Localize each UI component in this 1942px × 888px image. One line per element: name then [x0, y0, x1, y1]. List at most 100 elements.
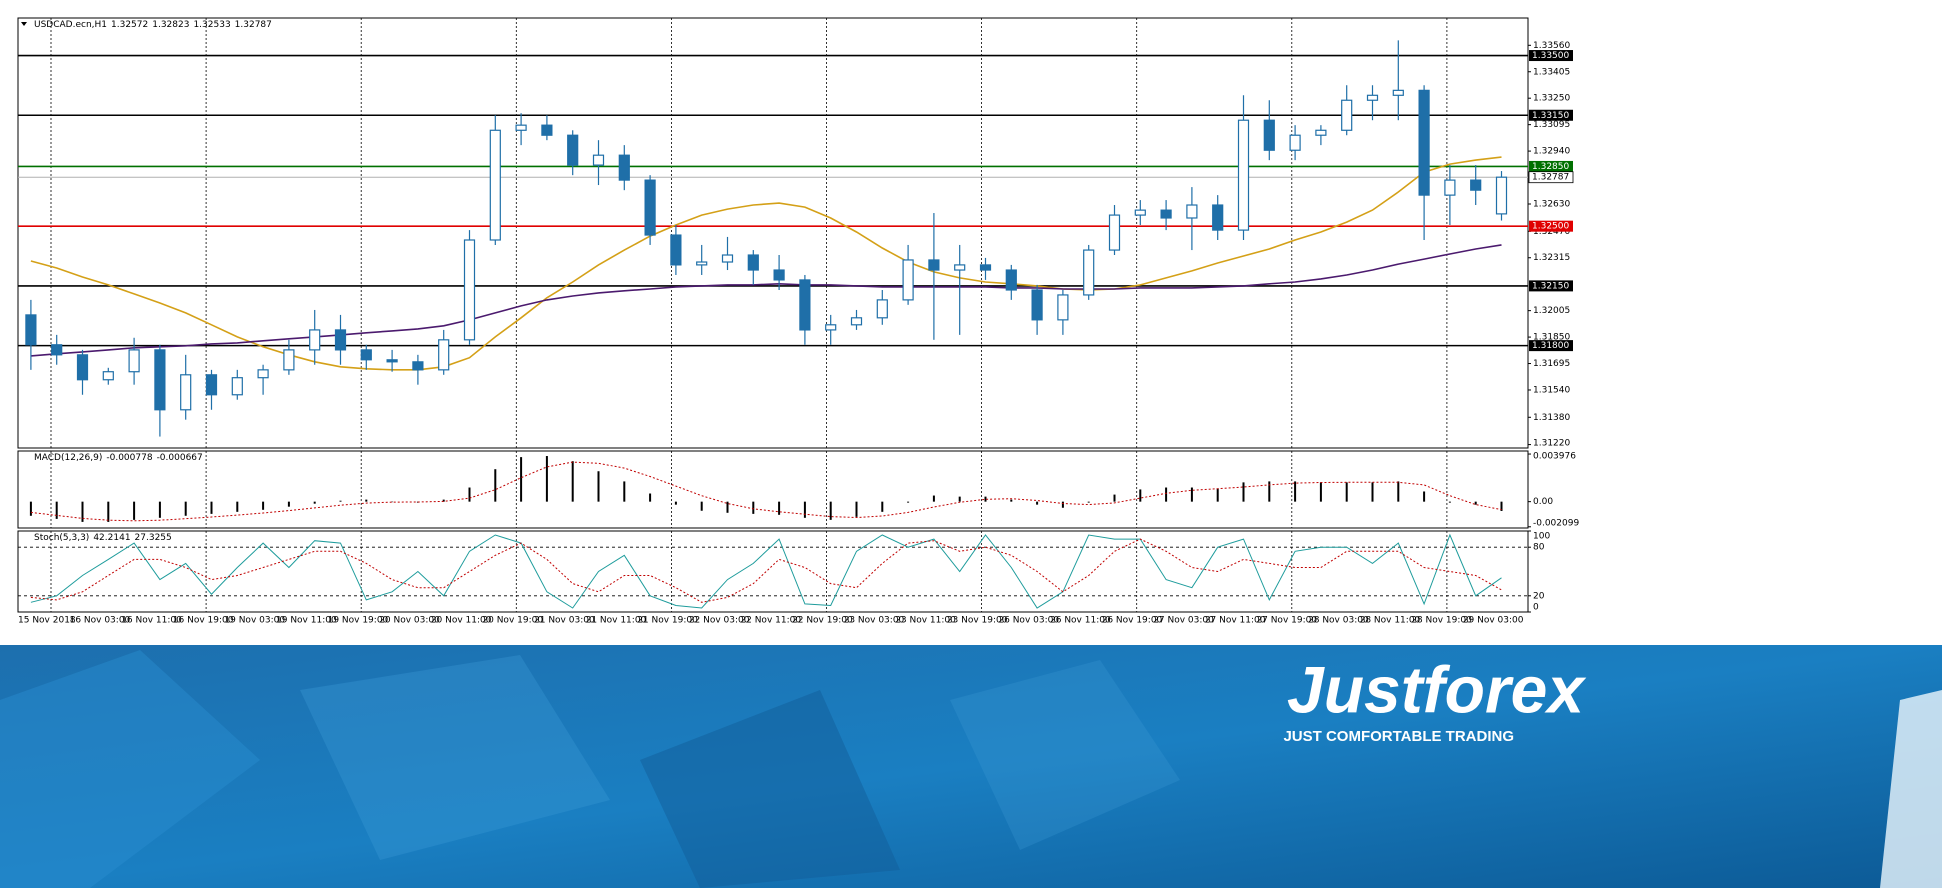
- x-tick-label: 23 Nov 19:00: [947, 616, 1008, 626]
- macd-bar: [1165, 487, 1168, 502]
- header-triangle: [21, 22, 27, 26]
- macd-bar: [287, 501, 290, 507]
- macd-bar: [1139, 489, 1142, 502]
- x-tick-label: 28 Nov 03:00: [1308, 616, 1369, 626]
- macd-bar: [1036, 501, 1039, 505]
- x-tick-label: 16 Nov 03:00: [70, 616, 131, 626]
- level-label: 1.32150: [1532, 281, 1569, 291]
- candle-body: [360, 349, 372, 361]
- macd-bar: [107, 501, 110, 522]
- macd-bar: [752, 501, 755, 514]
- candle-body: [1083, 249, 1095, 296]
- banner-shape: [300, 655, 610, 860]
- candle-body: [876, 299, 888, 319]
- x-tick-label: 19 Nov 11:00: [276, 616, 337, 626]
- candle-body: [257, 369, 269, 379]
- header-value: MACD(12,26,9): [34, 453, 102, 463]
- level-label: 1.33500: [1532, 51, 1569, 61]
- level-label-box: [1529, 280, 1573, 292]
- level-label-box: [1529, 109, 1573, 121]
- banner-background: [0, 645, 1942, 888]
- x-tick-label: 20 Nov 11:00: [431, 616, 492, 626]
- candle-body: [1315, 129, 1327, 136]
- macd-bar: [313, 501, 316, 504]
- y-tick-label: 1.31220: [1533, 439, 1570, 449]
- candle-body: [696, 261, 708, 266]
- y-tick-label: 20: [1533, 591, 1545, 601]
- y-tick-label: 0.00: [1533, 497, 1553, 507]
- macd-bar: [855, 501, 858, 517]
- candle-body: [231, 377, 243, 396]
- x-tick-label: 22 Nov 03:00: [689, 616, 750, 626]
- macd-bar: [674, 501, 677, 505]
- level-label-box: [1529, 50, 1573, 62]
- macd-bar: [1319, 482, 1322, 502]
- y-tick-label: 1.33095: [1533, 120, 1570, 130]
- moving-average: [30, 156, 1502, 371]
- x-tick-label: 19 Nov 03:00: [224, 616, 285, 626]
- macd-bar: [726, 501, 729, 513]
- candle-body: [463, 239, 476, 341]
- panel-frame: [17, 530, 1529, 613]
- panel-header: Stoch(5,3,3) 42.2141 27.3255: [34, 533, 172, 543]
- level-label: 1.31800: [1532, 341, 1569, 351]
- y-tick-label: 1.31850: [1533, 333, 1570, 343]
- x-tick-label: 21 Nov 03:00: [534, 616, 595, 626]
- macd-bar: [700, 501, 703, 511]
- x-tick-label: 27 Nov 11:00: [1205, 616, 1266, 626]
- candle-body: [1186, 204, 1198, 219]
- candle-body: [567, 134, 579, 166]
- candle-body: [386, 359, 398, 363]
- x-tick-label: 26 Nov 03:00: [998, 616, 1059, 626]
- macd-bar: [1500, 501, 1503, 511]
- header-value: 1.32787: [235, 20, 272, 30]
- macd-bar: [829, 501, 832, 520]
- banner-shape: [950, 660, 1180, 850]
- x-tick-label: 29 Nov 03:00: [1463, 616, 1524, 626]
- header-value: 1.32823: [152, 20, 189, 30]
- macd-bar: [339, 500, 342, 502]
- candle-body: [1160, 209, 1172, 219]
- macd-bar: [29, 501, 32, 516]
- candle-body: [1289, 134, 1301, 151]
- candle-body: [283, 349, 295, 371]
- x-tick-label: 23 Nov 03:00: [844, 616, 905, 626]
- banner: Justforex JUST COMFORTABLE TRADING: [0, 645, 1942, 888]
- x-tick-label: 16 Nov 11:00: [121, 616, 182, 626]
- candle-body: [799, 279, 811, 331]
- candle-body: [1444, 179, 1456, 196]
- level-label: 1.33150: [1532, 111, 1569, 121]
- level-label-box: [1529, 220, 1573, 232]
- macd-bar: [1061, 501, 1064, 508]
- y-tick-label: 1.32470: [1533, 227, 1570, 237]
- banner-shape: [640, 690, 900, 888]
- panel-frame: [17, 17, 1529, 449]
- macd-bar: [158, 501, 161, 518]
- y-tick-label: 1.33560: [1533, 41, 1570, 51]
- y-tick-label: 0: [1533, 603, 1539, 613]
- y-tick-label: 1.32940: [1533, 147, 1570, 157]
- macd-bar: [55, 501, 58, 519]
- level-label-box: [1529, 340, 1573, 352]
- candle-body: [979, 264, 992, 271]
- x-tick-label: 15 Nov 2018: [18, 616, 76, 626]
- x-tick-label: 26 Nov 11:00: [1050, 616, 1111, 626]
- macd-bar: [1397, 481, 1400, 502]
- last-price-label: 1.32787: [1532, 173, 1569, 183]
- candle-body: [541, 124, 553, 136]
- macd-bar: [1448, 501, 1451, 503]
- y-tick-label: 1.31695: [1533, 359, 1570, 369]
- macd-bar: [210, 501, 213, 514]
- candle-body: [412, 361, 424, 371]
- x-tick-label: 20 Nov 19:00: [482, 616, 543, 626]
- candle-body: [928, 259, 940, 271]
- macd-bar: [958, 496, 961, 502]
- macd-bar: [571, 461, 574, 502]
- x-tick-label: 23 Nov 11:00: [895, 616, 956, 626]
- macd-bar: [520, 457, 523, 502]
- candle-body: [438, 339, 450, 371]
- macd-bar: [236, 501, 239, 512]
- candle-body: [902, 259, 914, 301]
- macd-signal: [30, 461, 1502, 522]
